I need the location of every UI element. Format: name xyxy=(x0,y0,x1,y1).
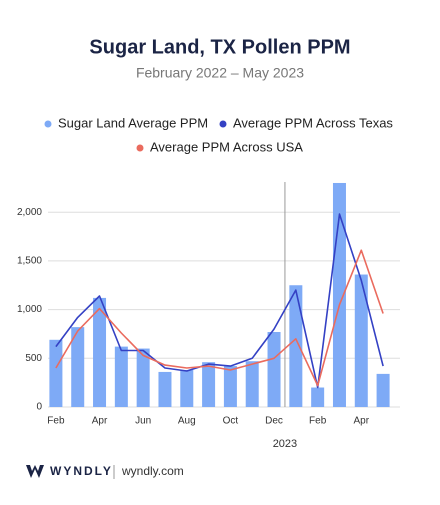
legend-label: Average PPM Across USA xyxy=(150,139,303,154)
x-tick-label: Apr xyxy=(92,416,108,427)
bar xyxy=(289,285,303,407)
x-tick-label: Feb xyxy=(309,416,327,427)
annotation: 2023 xyxy=(273,438,297,450)
bar xyxy=(376,373,390,407)
legend-marker xyxy=(44,120,52,128)
line xyxy=(55,213,384,389)
legend-marker xyxy=(219,120,227,128)
bar xyxy=(245,361,259,407)
brand: WYNDLY xyxy=(50,464,113,478)
bar xyxy=(114,346,128,407)
chart-subtitle: February 2022 – May 2023 xyxy=(136,65,304,81)
bar xyxy=(223,366,237,407)
url: wyndly.com xyxy=(121,464,184,478)
chart-title: Sugar Land, TX Pollen PPM xyxy=(89,36,350,58)
x-tick-label: Oct xyxy=(223,416,239,427)
bar xyxy=(71,327,85,407)
x-tick-label: Jun xyxy=(135,416,151,427)
legend-label: Average PPM Across Texas xyxy=(233,115,393,130)
logo xyxy=(26,465,44,478)
y-tick-label: 1,000 xyxy=(17,304,42,315)
x-tick-label: Feb xyxy=(47,416,65,427)
legend-label: Sugar Land Average PPM xyxy=(58,115,208,130)
x-tick-label: Dec xyxy=(265,416,283,427)
bar xyxy=(93,297,107,407)
bar xyxy=(158,371,172,407)
bar xyxy=(202,362,216,407)
x-tick-label: Apr xyxy=(354,416,370,427)
bar xyxy=(267,332,281,407)
y-tick-label: 2,000 xyxy=(17,207,42,218)
bar xyxy=(180,369,194,407)
bar xyxy=(354,274,368,407)
legend-marker xyxy=(136,144,144,152)
x-tick-label: Aug xyxy=(178,416,196,427)
bar xyxy=(311,387,325,407)
line xyxy=(55,249,384,387)
y-tick-label: 1,500 xyxy=(17,256,42,267)
y-tick-label: 0 xyxy=(36,402,42,413)
bar xyxy=(49,339,63,407)
y-tick-label: 500 xyxy=(25,353,42,364)
bar xyxy=(136,348,150,407)
